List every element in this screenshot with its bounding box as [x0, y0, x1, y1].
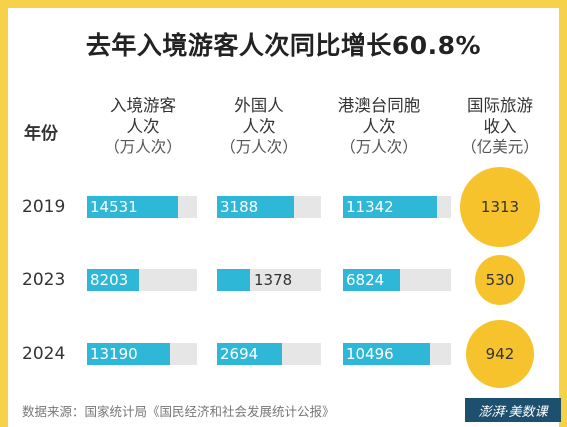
inbound-track-2019: 14531 — [87, 196, 197, 218]
inbound-value-2024: 13190 — [90, 345, 138, 363]
foreign-header-unit: （万人次） — [220, 138, 298, 156]
inbound-header-line1: 入境游客 — [110, 96, 176, 115]
foreign-bar-2019 — [217, 196, 294, 218]
year-label-2019: 2019 — [22, 197, 66, 217]
inbound-header: 入境游客 人次 （万人次） — [96, 95, 190, 158]
income-header-line1: 国际旅游 — [467, 96, 533, 115]
hkmt-value-2024: 10496 — [346, 345, 394, 363]
hkmt-header-line1: 港澳台同胞 — [337, 96, 421, 115]
hkmt-track-2024: 10496 — [343, 343, 451, 365]
hkmt-bar-2023 — [343, 269, 400, 291]
publisher-logo: 澎湃·美数课 — [465, 398, 561, 422]
income-bubble-2023: 530 — [475, 255, 525, 305]
hkmt-bar-2024 — [343, 343, 430, 365]
data-source: 数据来源：国家统计局《国民经济和社会发展统计公报》 — [22, 404, 335, 419]
foreign-header: 外国人 人次 （万人次） — [212, 95, 306, 158]
income-bubble-2019: 1313 — [460, 167, 540, 247]
foreign-track-2019: 3188 — [217, 196, 321, 218]
hkmt-bar-2019 — [343, 196, 437, 218]
foreign-header-line2: 人次 — [242, 117, 276, 136]
inbound-track-2023: 8203 — [87, 269, 197, 291]
inbound-bar-2023 — [87, 269, 139, 291]
chart-title: 去年入境游客人次同比增长60.8% — [85, 31, 482, 60]
income-header-unit: （亿美元） — [461, 138, 539, 156]
year-column-header: 年份 — [24, 124, 58, 144]
inbound-header-unit: （万人次） — [104, 138, 182, 156]
hkmt-track-2019: 11342 — [343, 196, 451, 218]
foreign-value-2024: 2694 — [220, 345, 259, 363]
hkmt-value-2023: 6824 — [346, 271, 385, 289]
inbound-bar-2019 — [87, 196, 178, 218]
year-label-2024: 2024 — [22, 344, 66, 364]
foreign-bar-2024 — [217, 343, 282, 365]
income-bubble-2024: 942 — [466, 320, 534, 388]
foreign-value-2019: 3188 — [220, 198, 259, 216]
inbound-bar-2024 — [87, 343, 170, 365]
income-header: 国际旅游 收入 （亿美元） — [452, 95, 548, 158]
hkmt-value-2019: 11342 — [346, 198, 394, 216]
hkmt-track-2023: 6824 — [343, 269, 451, 291]
foreign-track-2023: 1378 — [217, 269, 321, 291]
inbound-track-2024: 13190 — [87, 343, 197, 365]
hkmt-header-line2: 人次 — [362, 117, 396, 136]
inbound-value-2019: 14531 — [90, 198, 138, 216]
foreign-value-2023: 1378 — [254, 271, 293, 289]
income-header-line2: 收入 — [483, 117, 517, 136]
inbound-value-2023: 8203 — [90, 271, 129, 289]
inbound-header-line2: 人次 — [126, 117, 160, 136]
foreign-header-line1: 外国人 — [234, 96, 284, 115]
foreign-bar-2023 — [217, 269, 250, 291]
hkmt-header-unit: （万人次） — [340, 138, 418, 156]
hkmt-header: 港澳台同胞 人次 （万人次） — [324, 95, 434, 158]
year-label-2023: 2023 — [22, 270, 66, 290]
foreign-track-2024: 2694 — [217, 343, 321, 365]
